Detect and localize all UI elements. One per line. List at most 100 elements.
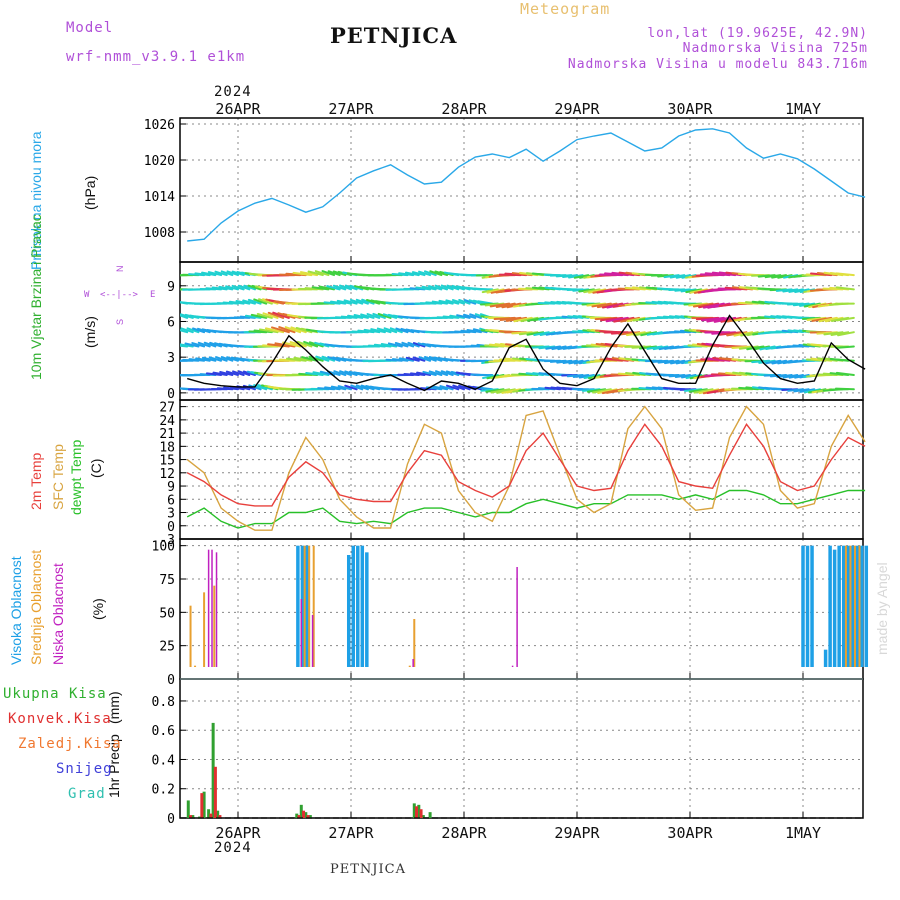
wind-arrow	[326, 285, 341, 291]
wind-arrow	[451, 299, 465, 305]
y-tick-label: 0.4	[152, 753, 176, 768]
legend-konvek-kisa: Konvek.Kisa	[8, 711, 112, 727]
wind-arrow	[432, 385, 449, 391]
wind-arrow	[191, 342, 206, 348]
wind-arrow	[458, 384, 471, 391]
wind-arrow	[264, 327, 285, 334]
wind-arrow	[360, 384, 375, 391]
cloud-high-bar	[346, 555, 351, 667]
wind-arrow	[242, 299, 256, 305]
cloud-mid-bar	[844, 545, 847, 667]
wind-arrow	[307, 270, 324, 277]
wind-arrow	[466, 328, 482, 334]
wind-arrow	[834, 387, 855, 391]
precip-total-bar	[417, 804, 421, 818]
wind-arrow	[355, 384, 369, 391]
wind-arrow	[777, 274, 793, 279]
wind-arrow	[431, 300, 449, 305]
footer-station: PETNJICA	[330, 862, 406, 877]
wind-arrow	[449, 314, 465, 319]
station-title: PETNJICA	[330, 23, 458, 48]
wind-arrow	[591, 302, 612, 308]
wind-arrow	[311, 286, 330, 291]
elevation-info: Nadmorska Visina 725m	[682, 41, 868, 56]
y-tick-label: 18	[159, 440, 175, 455]
dir-legend-w: W	[84, 290, 91, 300]
wind-arrow	[434, 270, 449, 277]
wind-arrow	[806, 316, 827, 321]
cloud-mid-bar	[213, 585, 216, 667]
cloud-high-bar	[300, 545, 305, 667]
dewpt-line	[186, 489, 866, 529]
wind-arrow	[394, 342, 409, 348]
date-label-top: 30APR	[667, 100, 713, 118]
precip-total-bar	[421, 815, 425, 818]
dir-legend-axis: <--|-->	[100, 290, 138, 300]
wind-arrow	[499, 316, 522, 322]
wind-arrow	[219, 371, 234, 377]
y-tick-label: 9	[167, 280, 175, 295]
y-tick-label: 12	[159, 467, 175, 482]
wind-arrow	[339, 370, 352, 377]
panel-4: 0 0.2 0.4 0.6 0.8	[152, 678, 864, 827]
wind-arrow	[349, 284, 364, 291]
date-label-top: 29APR	[554, 100, 600, 118]
wind-arrow	[438, 299, 454, 305]
wind-arrow	[350, 384, 364, 391]
model-elevation-info: Nadmorska Visina u modelu 843.716m	[567, 57, 868, 72]
model-label: Model	[66, 20, 114, 36]
wind-arrow	[232, 370, 245, 377]
wind-arrow	[194, 272, 211, 277]
wind-arrow	[456, 314, 471, 319]
wind-arrow	[333, 370, 347, 377]
wind-arrow	[186, 327, 200, 334]
wind-arrow	[180, 344, 189, 348]
y-tick-label: -3	[159, 533, 175, 548]
cloud-high-bar	[351, 545, 356, 667]
wind-arrow	[282, 341, 302, 348]
wind-arrow	[562, 274, 578, 279]
cloud-high-bar	[855, 545, 859, 667]
wind-arrow	[344, 284, 358, 291]
wind-arrow	[347, 314, 364, 319]
y-tick-label: 75	[159, 573, 175, 588]
wind-arrow	[415, 286, 432, 291]
precip-total-bar	[295, 813, 299, 818]
wind-arrow	[370, 328, 386, 334]
year-label-bottom: 2024	[214, 840, 252, 856]
wind-arrow	[799, 388, 816, 393]
wind-arrow	[271, 326, 290, 334]
y-tick-label: 1008	[144, 226, 175, 241]
wind-arrow	[440, 370, 454, 377]
wind-arrow	[184, 342, 200, 348]
wind-arrow	[225, 370, 239, 377]
wind-arrow	[192, 327, 206, 334]
sfc-temp-line	[186, 405, 866, 531]
y-tick-label: 100	[152, 540, 175, 555]
wind-arrow	[446, 384, 460, 391]
cloud-high-bar	[823, 649, 828, 667]
wind-arrows	[180, 270, 855, 395]
wind-arrow	[685, 288, 703, 294]
wind-arrow	[446, 284, 460, 291]
wind-arrow	[244, 314, 262, 319]
wind-arrow	[578, 288, 595, 293]
wind-arrow	[568, 359, 584, 365]
precip-total-bar	[186, 800, 190, 818]
precip-total-bar	[207, 809, 211, 818]
wind-arrow	[435, 370, 449, 377]
precip-conv-bar	[297, 815, 301, 818]
y-tick-label: 3	[167, 507, 175, 522]
dir-legend-e: E	[150, 290, 157, 300]
wind-arrow	[765, 359, 782, 365]
wind-arrow	[373, 343, 392, 348]
y-tick-label: 1020	[144, 154, 175, 169]
precip-conv-bar	[306, 815, 310, 818]
wind-arrow	[597, 388, 618, 394]
wind-arrow	[700, 316, 725, 322]
cloud-high-bar	[356, 545, 360, 667]
cloud-low-bar	[412, 659, 414, 667]
y-tick-label: 0	[167, 673, 175, 688]
wind-arrow	[605, 316, 629, 323]
wind-arrow	[387, 342, 403, 348]
